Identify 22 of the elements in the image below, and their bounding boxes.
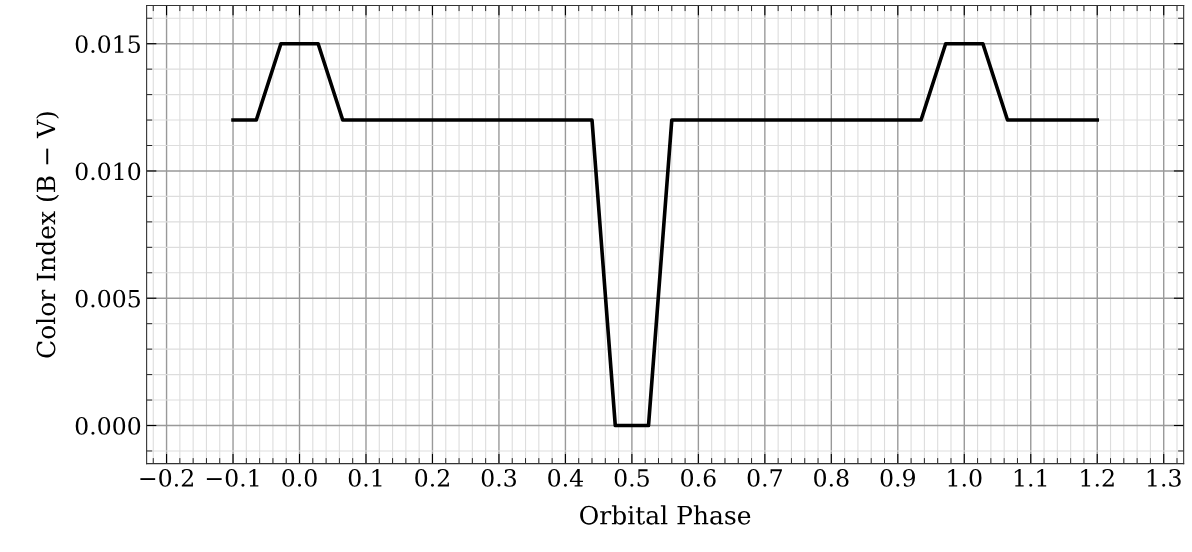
y-tick-label: 0.010 bbox=[75, 162, 141, 181]
y-tick-label: 0.000 bbox=[75, 416, 141, 435]
x-tick-label: 1.3 bbox=[1147, 468, 1181, 487]
y-axis-title: Color Index (B − V) bbox=[36, 112, 59, 358]
x-tick-label: 1.2 bbox=[1081, 468, 1114, 487]
x-tick-label: 0.6 bbox=[681, 468, 716, 487]
x-tick-label: −0.1 bbox=[206, 468, 259, 487]
x-tick-label: 0.3 bbox=[481, 468, 516, 487]
x-axis-title: Orbital Phase bbox=[580, 505, 751, 525]
x-tick-label: 0.1 bbox=[348, 468, 382, 487]
y-tick-label: 0.015 bbox=[75, 35, 140, 54]
x-tick-label: 0.5 bbox=[614, 468, 649, 487]
x-tick-label: 0.9 bbox=[880, 468, 915, 487]
x-tick-label: 0.7 bbox=[747, 468, 782, 487]
x-tick-label: −0.2 bbox=[140, 468, 193, 487]
x-tick-label: 1.0 bbox=[948, 468, 982, 487]
x-tick-label: 0.8 bbox=[814, 468, 849, 487]
y-tick-label: 0.005 bbox=[75, 289, 140, 308]
x-tick-label: 0.0 bbox=[282, 468, 317, 487]
x-tick-label: 0.4 bbox=[548, 468, 584, 487]
x-tick-label: 0.2 bbox=[415, 468, 449, 487]
x-tick-label: 1.1 bbox=[1014, 468, 1047, 487]
